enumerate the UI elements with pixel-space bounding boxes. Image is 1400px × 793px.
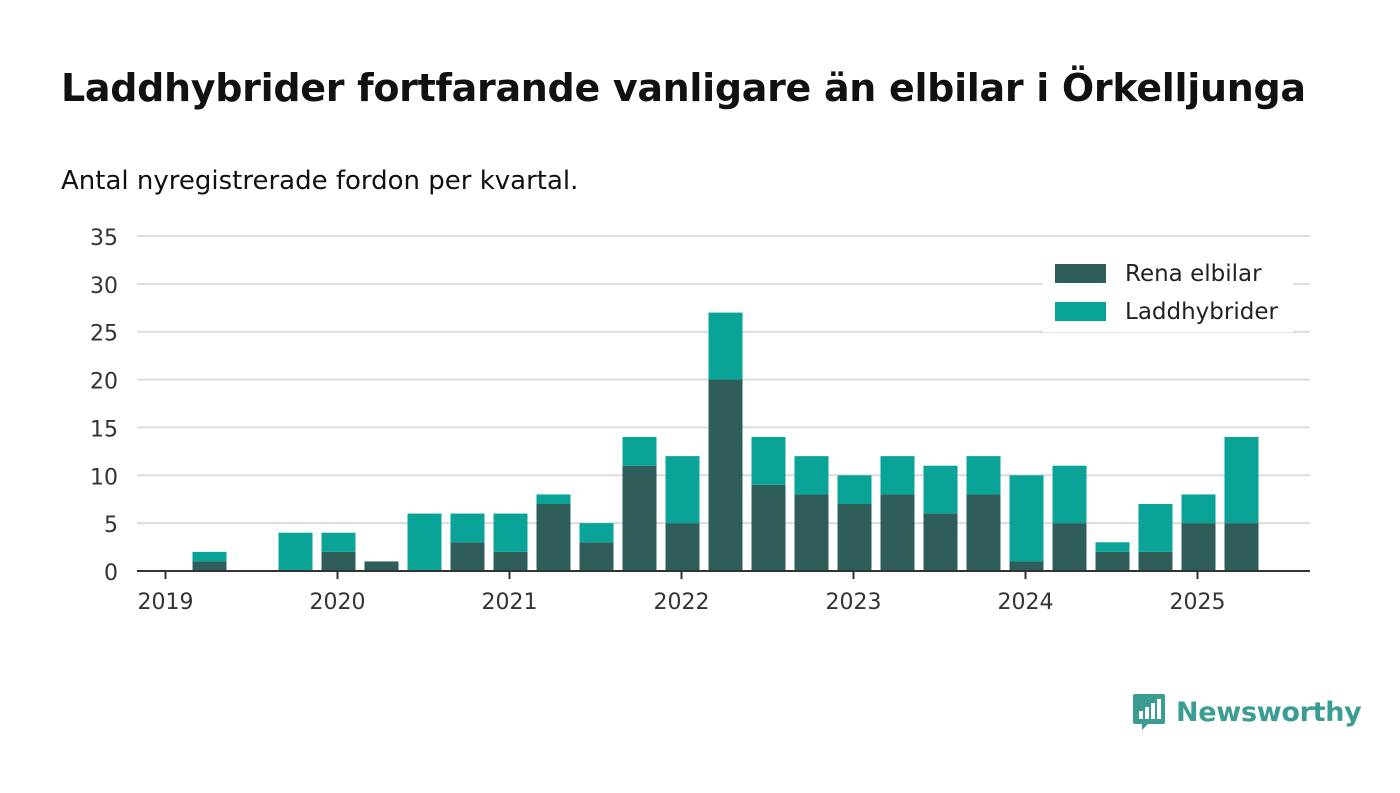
x-tick-label: 2023 bbox=[826, 590, 882, 615]
bar-laddhybrider bbox=[192, 551, 227, 562]
x-tick-label: 2025 bbox=[1170, 590, 1226, 615]
chart-title: Laddhybrider fortfarande vanligare än el… bbox=[61, 66, 1306, 110]
legend-swatch bbox=[1055, 264, 1106, 283]
y-tick-label: 25 bbox=[90, 322, 118, 347]
bar-laddhybrider bbox=[1052, 465, 1087, 524]
bar-laddhybrider bbox=[622, 437, 657, 466]
y-tick-label: 10 bbox=[90, 465, 118, 490]
bar-rena-elbilar bbox=[1052, 523, 1087, 571]
bar-laddhybrider bbox=[1095, 542, 1130, 552]
bar-rena-elbilar bbox=[622, 465, 657, 571]
bar-rena-elbilar bbox=[1181, 523, 1216, 571]
x-tick-label: 2024 bbox=[998, 590, 1054, 615]
legend-label: Rena elbilar bbox=[1125, 261, 1262, 287]
legend: Rena elbilar Laddhybrider bbox=[1043, 254, 1293, 332]
bar-laddhybrider bbox=[536, 494, 571, 504]
bar-rena-elbilar bbox=[364, 561, 399, 571]
bar-rena-elbilar bbox=[450, 542, 485, 571]
bar-laddhybrider bbox=[751, 437, 786, 485]
x-tick-label: 2019 bbox=[138, 590, 194, 615]
bar-laddhybrider bbox=[407, 513, 442, 571]
bar-rena-elbilar bbox=[794, 494, 829, 571]
bar-rena-elbilar bbox=[1095, 551, 1130, 571]
bar-laddhybrider bbox=[321, 532, 356, 552]
bar-rena-elbilar bbox=[321, 551, 356, 571]
y-tick-label: 15 bbox=[90, 417, 118, 442]
bar-rena-elbilar bbox=[837, 504, 872, 571]
bar-rena-elbilar bbox=[493, 551, 528, 571]
bar-rena-elbilar bbox=[1224, 523, 1259, 571]
bar-rena-elbilar bbox=[880, 494, 915, 571]
bar-rena-elbilar bbox=[579, 542, 614, 571]
bar-laddhybrider bbox=[1138, 504, 1173, 552]
y-tick-label: 35 bbox=[90, 226, 118, 251]
bar-laddhybrider bbox=[1181, 494, 1216, 524]
legend-label: Laddhybrider bbox=[1125, 299, 1278, 325]
newsworthy-logo-icon bbox=[1133, 694, 1165, 730]
bar-rena-elbilar bbox=[751, 484, 786, 571]
bar-laddhybrider bbox=[708, 312, 743, 380]
bar-laddhybrider bbox=[278, 532, 313, 571]
bar-laddhybrider bbox=[966, 456, 1001, 495]
bar-rena-elbilar bbox=[1138, 551, 1173, 571]
bar-rena-elbilar bbox=[536, 504, 571, 571]
y-tick-label: 0 bbox=[104, 561, 118, 586]
x-tick-label: 2020 bbox=[310, 590, 366, 615]
x-tick-label: 2021 bbox=[482, 590, 538, 615]
bar-laddhybrider bbox=[450, 513, 485, 543]
bar-laddhybrider bbox=[794, 456, 829, 495]
bar-rena-elbilar bbox=[708, 379, 743, 571]
newsworthy-logo: Newsworthy bbox=[1132, 692, 1362, 732]
bar-laddhybrider bbox=[493, 513, 528, 552]
bar-laddhybrider bbox=[880, 456, 915, 495]
bar-laddhybrider bbox=[665, 456, 700, 524]
bar-rena-elbilar bbox=[923, 513, 958, 571]
bar-laddhybrider bbox=[1009, 475, 1044, 562]
bars bbox=[192, 312, 1259, 571]
bar-laddhybrider bbox=[837, 475, 872, 504]
bar-rena-elbilar bbox=[1009, 561, 1044, 571]
bar-laddhybrider bbox=[579, 523, 614, 543]
bar-laddhybrider bbox=[923, 465, 958, 514]
legend-swatch bbox=[1055, 302, 1106, 321]
logo-text: Newsworthy bbox=[1176, 696, 1362, 728]
chart-subtitle: Antal nyregistrerade fordon per kvartal. bbox=[61, 166, 579, 196]
bar-rena-elbilar bbox=[192, 561, 227, 571]
y-tick-label: 5 bbox=[104, 513, 118, 538]
bar-rena-elbilar bbox=[966, 494, 1001, 571]
bar-laddhybrider bbox=[1224, 437, 1259, 524]
y-tick-label: 20 bbox=[90, 370, 118, 395]
y-tick-label: 30 bbox=[90, 274, 118, 299]
bar-rena-elbilar bbox=[665, 523, 700, 571]
x-tick-label: 2022 bbox=[654, 590, 710, 615]
